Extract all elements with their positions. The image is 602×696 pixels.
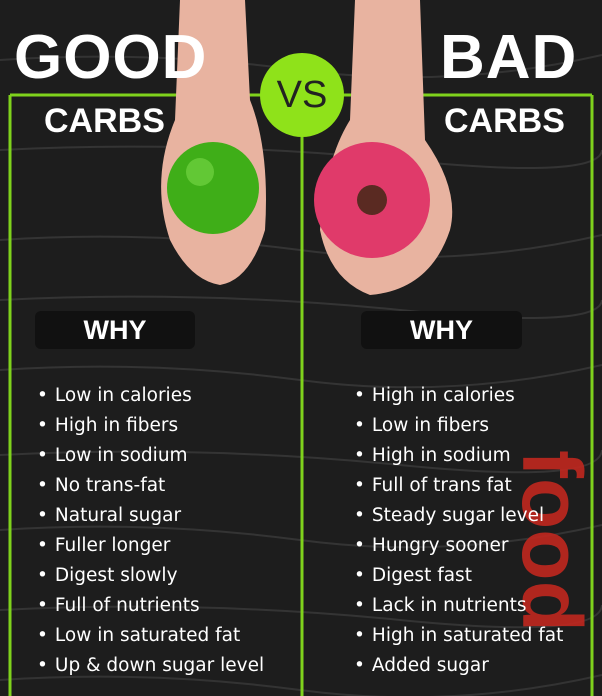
reason-item: High in sodium (354, 445, 511, 466)
good-title: GOOD (14, 23, 208, 92)
reason-item: High in calories (354, 385, 515, 406)
bad-subtitle: CARBS (444, 102, 565, 140)
reason-item: Low in sodium (37, 445, 188, 466)
bad-title: BAD (440, 23, 578, 92)
reason-item: Full of nutrients (37, 595, 200, 616)
reason-item: High in fibers (37, 415, 178, 436)
reason-item: Steady sugar level (354, 505, 544, 526)
reason-item: Low in saturated fat (37, 625, 240, 646)
reason-item: Hungry sooner (354, 535, 509, 556)
bad-heading: WHY (361, 311, 522, 349)
reason-item: Fuller longer (37, 535, 170, 556)
vs-badge: VS (260, 53, 344, 137)
reason-item: Digest fast (354, 565, 472, 586)
good-subtitle: CARBS (44, 102, 165, 140)
reason-item: Up & down sugar level (37, 655, 264, 676)
good-heading: WHY (35, 311, 195, 349)
reason-item: Added sugar (354, 655, 489, 676)
reason-item: Digest slowly (37, 565, 178, 586)
reason-item: Low in calories (37, 385, 192, 406)
reason-item: Full of trans fat (354, 475, 512, 496)
reason-item: Low in fibers (354, 415, 489, 436)
reason-item: Lack in nutrients (354, 595, 527, 616)
reason-item: Natural sugar (37, 505, 181, 526)
reason-item: No trans-fat (37, 475, 165, 496)
reason-item: High in saturated fat (354, 625, 563, 646)
